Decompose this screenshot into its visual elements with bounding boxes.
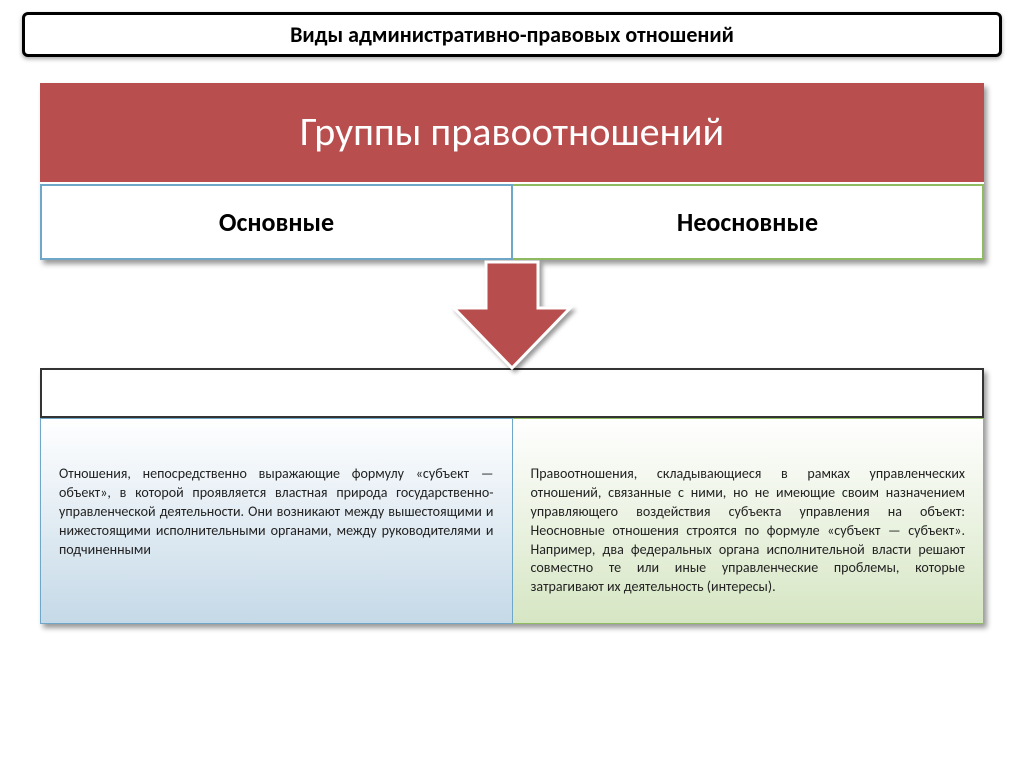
description-secondary: Правоотношения, складывающиеся в рамках … — [513, 418, 985, 624]
down-arrow-icon — [0, 256, 1024, 376]
groups-header: Группы правоотношений — [40, 83, 984, 184]
descriptions-columns: Отношения, непосредственно выражающие фо… — [40, 418, 984, 624]
groups-block: Группы правоотношений Основные Неосновны… — [40, 83, 984, 260]
page-title: Виды административно-правовых отношений — [22, 12, 1002, 57]
descriptions-block: Отношения, непосредственно выражающие фо… — [40, 368, 984, 624]
description-main: Отношения, непосредственно выражающие фо… — [40, 418, 513, 624]
column-main: Основные — [40, 184, 513, 260]
groups-columns: Основные Неосновные — [40, 184, 984, 260]
column-secondary: Неосновные — [513, 184, 984, 260]
